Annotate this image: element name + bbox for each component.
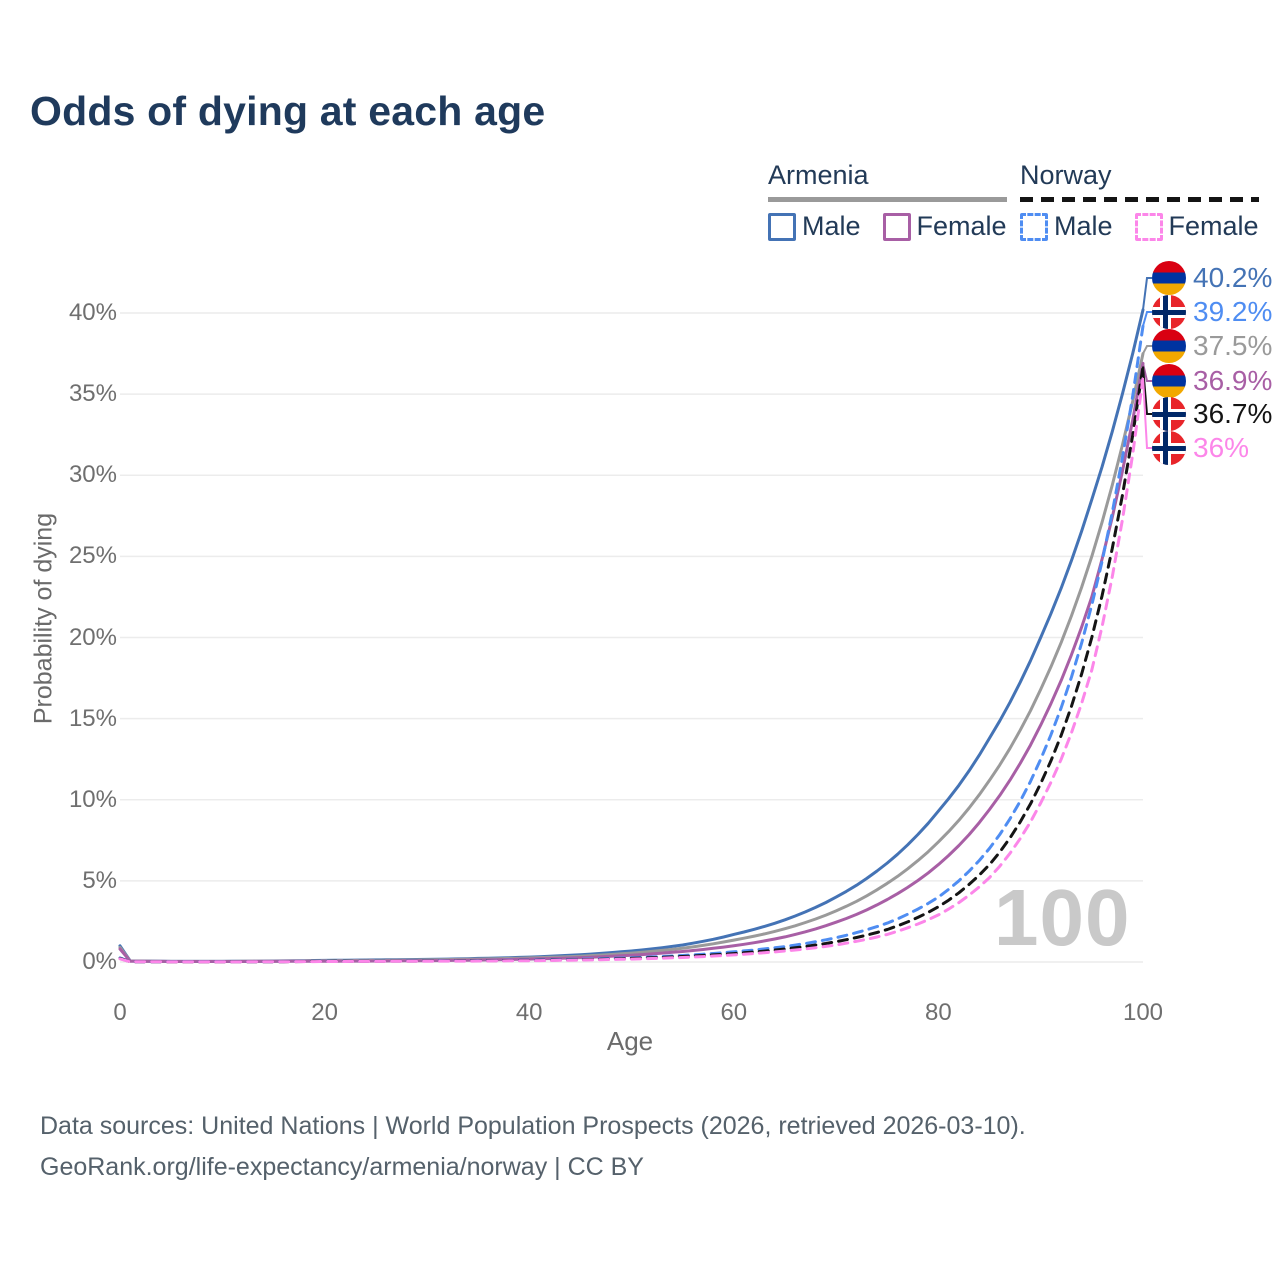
footer: Data sources: United Nations | World Pop… [40,1106,1026,1188]
legend-norway-line-sample [1020,197,1259,202]
x-tick-80: 80 [925,999,952,1026]
end-label-armenia-male: 40.2% [1152,260,1272,296]
x-axis-title: Age [606,1026,654,1056]
y-tick-10: 10% [68,785,117,813]
legend-item-armenia-female[interactable]: Female [882,211,1007,242]
legend-male-label: Male [802,211,861,241]
end-connector-armenia-male [1142,277,1152,310]
x-tick-20: 20 [311,999,338,1026]
norway-flag-icon [1152,295,1186,329]
end-label-armenia-female: 36.9% [1152,363,1272,399]
end-connector-norway-total [1142,366,1152,415]
end-label-armenia-total: 37.5% [1152,328,1272,364]
legend-norway-title: Norway [1020,160,1112,190]
end-connector-norway-female [1142,377,1152,449]
page-title: Odds of dying at each age [30,88,546,134]
armenia-flag-icon [1152,261,1186,295]
y-tick-5: 5% [82,866,117,894]
end-value-norway-female: 36% [1193,432,1250,463]
x-tick-0: 0 [113,999,127,1026]
legend-group-armenia: Armenia Male Female [768,160,1007,242]
end-value-armenia-male: 40.2% [1193,262,1273,293]
y-tick-0: 0% [82,948,117,975]
series-line-norway-male[interactable] [118,324,1145,964]
x-tick-100: 100 [1122,999,1164,1026]
end-connector-norway-male [1142,311,1152,327]
armenia-flag-icon [1152,329,1186,363]
series-line-norway-total[interactable] [118,365,1145,964]
end-value-norway-male: 39.2% [1193,296,1273,327]
armenia-female-swatch [882,212,911,241]
y-tick-35: 35% [68,380,117,408]
end-label-norway-male: 39.2% [1152,294,1272,330]
y-tick-30: 30% [68,461,117,489]
series-line-norway-female[interactable] [118,376,1145,964]
footer-sources: Data sources: United Nations | World Pop… [40,1112,1026,1140]
y-tick-15: 15% [68,704,117,732]
y-tick-20: 20% [68,623,117,651]
legend-armenia-line-sample [768,197,1007,202]
series-line-armenia-female[interactable] [118,361,1145,963]
norway-male-swatch [1020,212,1048,241]
armenia-male-swatch [768,212,796,241]
legend-armenia-title: Armenia [768,160,869,190]
end-value-armenia-female: 36.9% [1193,365,1273,396]
legend-item-armenia-male[interactable]: Male [768,211,861,242]
series-line-armenia-male[interactable] [118,308,1145,963]
x-tick-40: 40 [515,999,543,1026]
legend-female-label: Female [916,211,1007,241]
series-line-armenia-total[interactable] [118,352,1145,963]
end-label-norway-female: 36% [1152,430,1249,466]
legend-male-label: Male [1054,211,1113,241]
end-label-norway-total: 36.7% [1152,396,1272,432]
age-counter-watermark: 100 [994,873,1131,962]
footer-attribution: GeoRank.org/life-expectancy/armenia/norw… [40,1153,644,1181]
end-value-armenia-total: 37.5% [1193,330,1273,361]
end-value-norway-total: 36.7% [1193,398,1273,429]
legend-group-norway: Norway Male Female [1020,160,1259,242]
end-connector-armenia-total [1142,345,1152,355]
armenia-flag-icon [1152,364,1186,398]
end-connector-armenia-female [1142,363,1152,382]
legend-item-norway-male[interactable]: Male [1020,211,1113,242]
y-tick-40: 40% [68,299,117,326]
norway-female-swatch [1134,212,1163,241]
x-tick-60: 60 [720,999,748,1026]
norway-flag-icon [1152,397,1186,431]
norway-flag-icon [1152,431,1186,465]
legend-item-norway-female[interactable]: Female [1134,211,1259,242]
legend-female-label: Female [1168,211,1259,241]
y-tick-25: 25% [68,542,117,570]
